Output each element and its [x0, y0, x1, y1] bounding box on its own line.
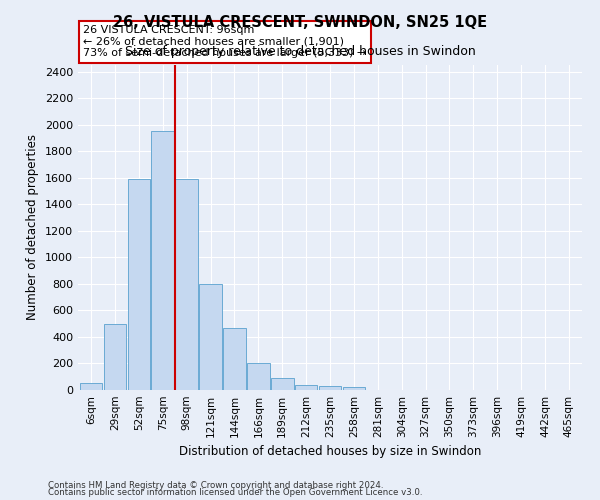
Text: 26, VISTULA CRESCENT, SWINDON, SN25 1QE: 26, VISTULA CRESCENT, SWINDON, SN25 1QE	[113, 15, 487, 30]
Bar	[247, 364, 269, 390]
Bar	[223, 328, 246, 390]
Bar	[80, 384, 103, 390]
X-axis label: Distribution of detached houses by size in Swindon: Distribution of detached houses by size …	[179, 446, 481, 458]
Bar	[151, 132, 174, 390]
Text: Contains public sector information licensed under the Open Government Licence v3: Contains public sector information licen…	[48, 488, 422, 497]
Bar	[175, 179, 198, 390]
Bar	[128, 179, 150, 390]
Bar	[104, 324, 127, 390]
Bar	[271, 378, 293, 390]
Bar	[295, 384, 317, 390]
Bar	[199, 284, 222, 390]
Bar	[319, 386, 341, 390]
Text: 26 VISTULA CRESCENT: 96sqm
← 26% of detached houses are smaller (1,901)
73% of s: 26 VISTULA CRESCENT: 96sqm ← 26% of deta…	[83, 26, 366, 58]
Text: Contains HM Land Registry data © Crown copyright and database right 2024.: Contains HM Land Registry data © Crown c…	[48, 480, 383, 490]
Bar	[343, 388, 365, 390]
Y-axis label: Number of detached properties: Number of detached properties	[26, 134, 40, 320]
Text: Size of property relative to detached houses in Swindon: Size of property relative to detached ho…	[125, 45, 475, 58]
